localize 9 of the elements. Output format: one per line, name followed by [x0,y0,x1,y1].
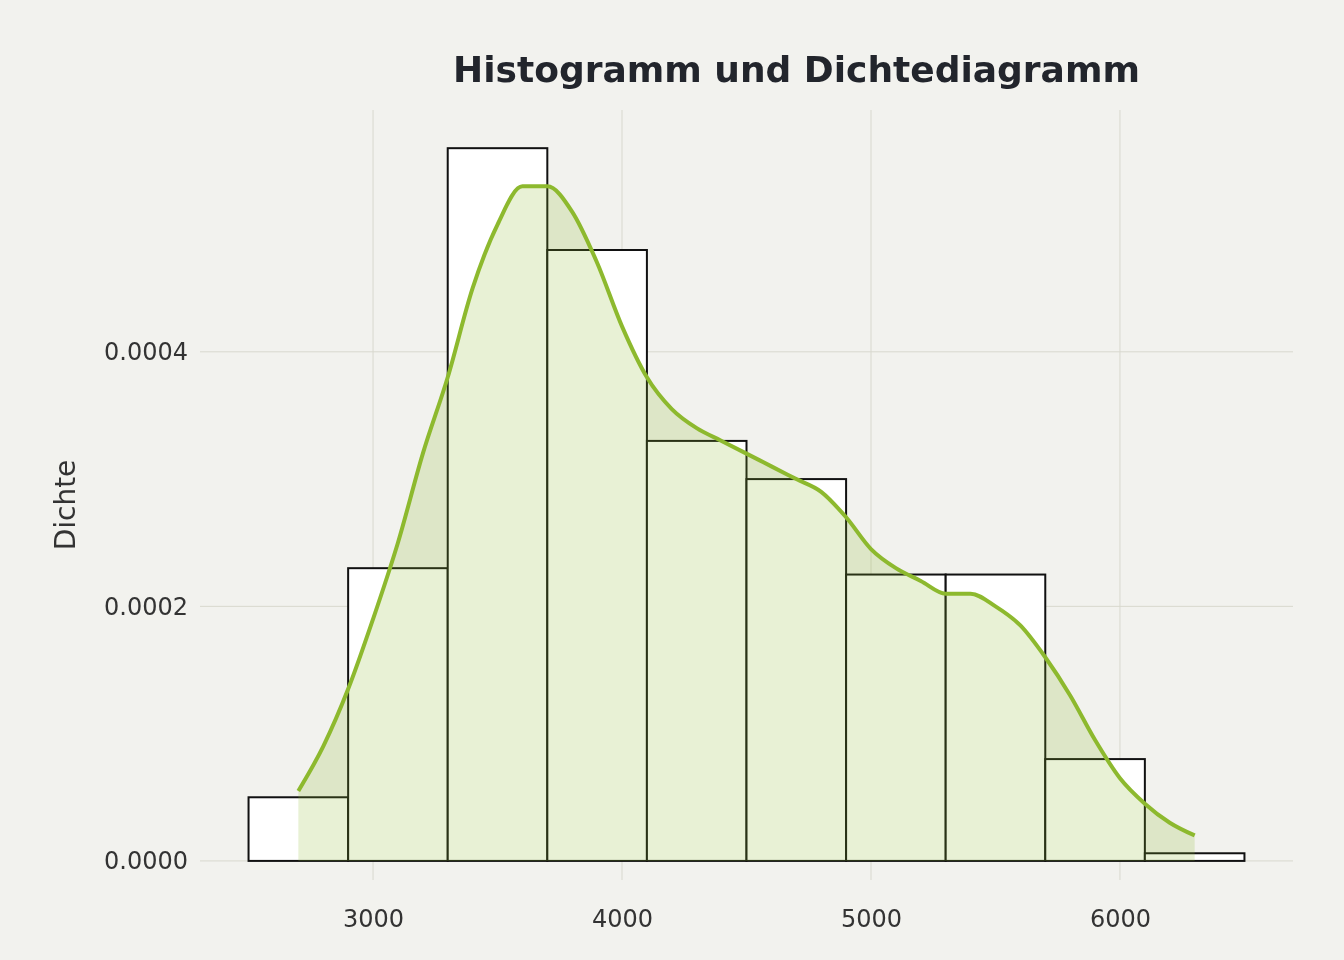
x-tick-label: 4000 [591,905,654,934]
y-axis-title: Dichte [49,459,82,551]
chart-title: Histogramm und Dichtediagramm [453,49,1140,90]
y-tick-label: 0.0004 [104,338,188,366]
y-tick-label: 0.0000 [104,847,188,876]
x-tick-label: 6000 [1089,905,1151,934]
x-tick-label: 5000 [840,905,903,934]
x-tick-label: 3000 [343,905,405,934]
y-tick-label: 0.0002 [104,592,188,621]
